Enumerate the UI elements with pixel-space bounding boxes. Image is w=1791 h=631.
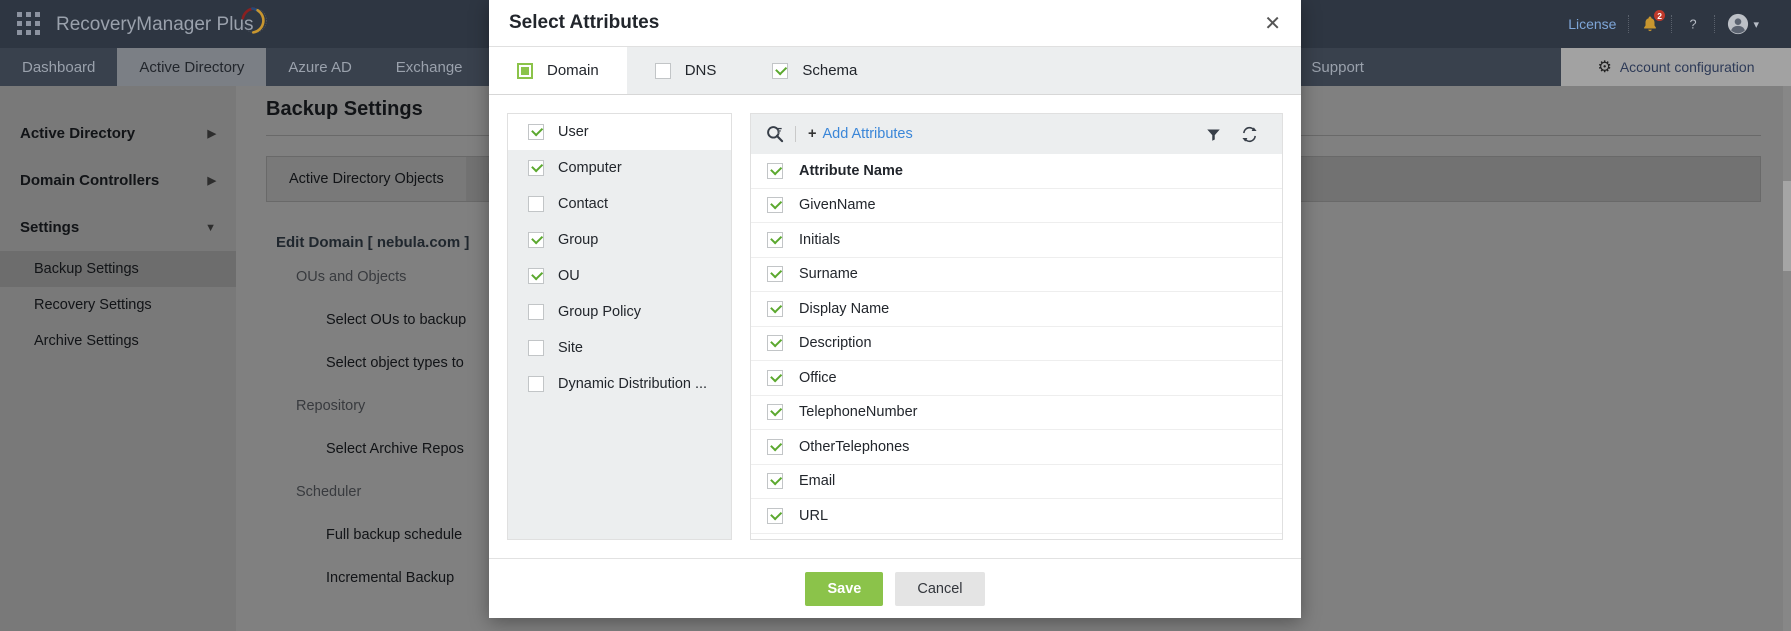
svg-text:?: ?	[1690, 17, 1697, 32]
